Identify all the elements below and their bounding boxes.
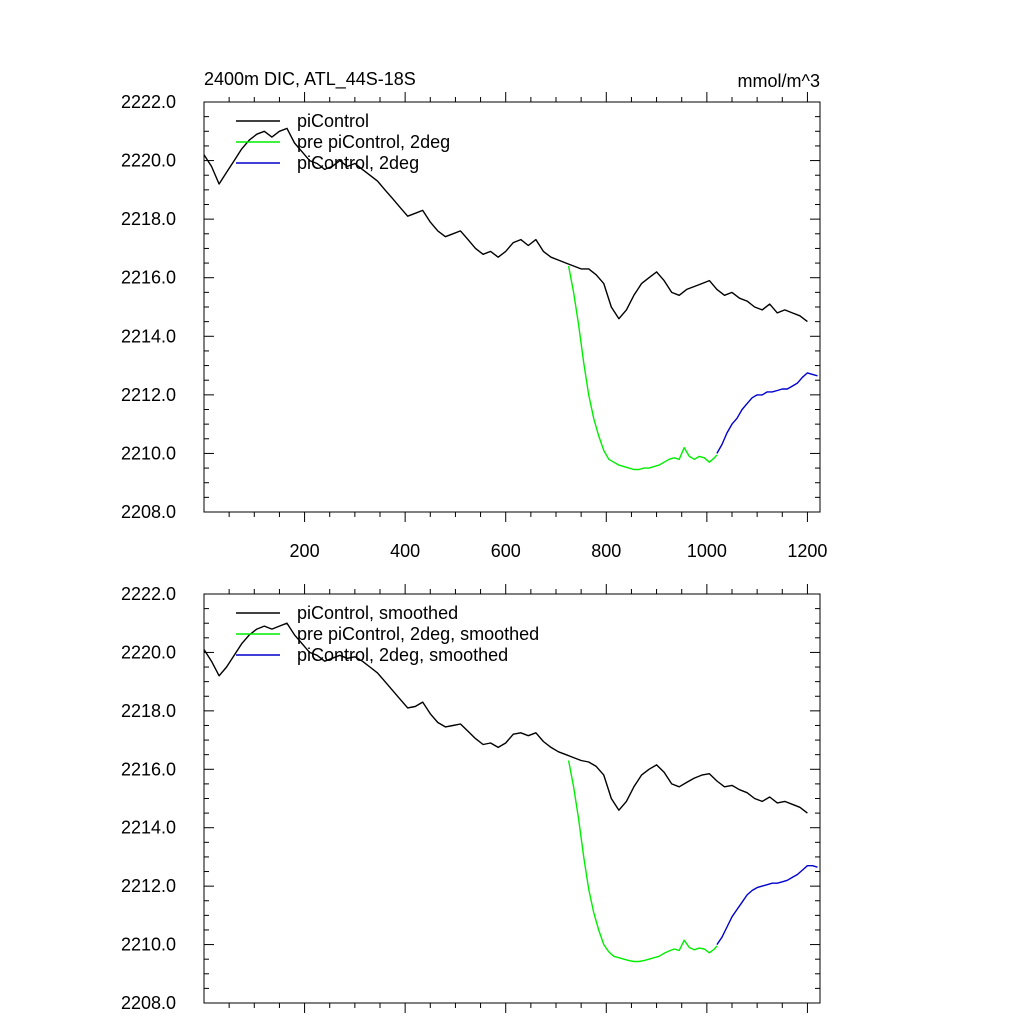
- series-line: [567, 265, 718, 471]
- x-tick-label: 400: [390, 541, 420, 561]
- y-tick-label: 2212.0: [121, 385, 176, 405]
- x-tick-label: 800: [591, 541, 621, 561]
- legend-label: piControl, smoothed: [297, 603, 458, 623]
- legend-label: piControl: [297, 111, 369, 131]
- x-tick-label: 600: [491, 541, 521, 561]
- y-tick-label: 2208.0: [121, 993, 176, 1013]
- y-tick-label: 2222.0: [121, 584, 176, 604]
- units-label: mmol/m^3: [738, 71, 820, 91]
- legend-label: piControl, 2deg: [297, 153, 419, 173]
- y-tick-label: 2214.0: [121, 326, 176, 346]
- y-tick-label: 2222.0: [121, 92, 176, 112]
- x-tick-label: 1000: [687, 541, 727, 561]
- y-tick-label: 2220.0: [121, 642, 176, 662]
- series-line: [203, 622, 808, 814]
- series-line: [567, 760, 718, 963]
- y-tick-label: 2212.0: [121, 876, 176, 896]
- x-tick-label: 200: [290, 541, 320, 561]
- legend-label: pre piControl, 2deg: [297, 132, 450, 152]
- y-tick-label: 2218.0: [121, 209, 176, 229]
- y-tick-label: 2210.0: [121, 935, 176, 955]
- series-line: [203, 127, 808, 323]
- y-tick-label: 2218.0: [121, 701, 176, 721]
- y-tick-label: 2216.0: [121, 268, 176, 288]
- top-panel: 200 400 600 800 1000 1200 2208.0 2210.0 2212.0 22…: [121, 92, 827, 561]
- series-line: [716, 372, 818, 454]
- figure-title: 2400m DIC, ATL_44S-18S: [204, 69, 416, 90]
- y-tick-label: 2220.0: [121, 151, 176, 171]
- legend-label: piControl, 2deg, smoothed: [297, 645, 508, 665]
- y-tick-label: 2208.0: [121, 502, 176, 522]
- y-tick-label: 2214.0: [121, 818, 176, 838]
- legend-label: pre piControl, 2deg, smoothed: [297, 624, 539, 644]
- x-tick-label: 1200: [787, 541, 827, 561]
- y-tick-label: 2210.0: [121, 443, 176, 463]
- series-line: [716, 865, 818, 945]
- bottom-panel: 2208.0 2210.0 2212.0 2214.0 2216.0 2218.0 2220…: [121, 584, 821, 1013]
- y-tick-label: 2216.0: [121, 759, 176, 779]
